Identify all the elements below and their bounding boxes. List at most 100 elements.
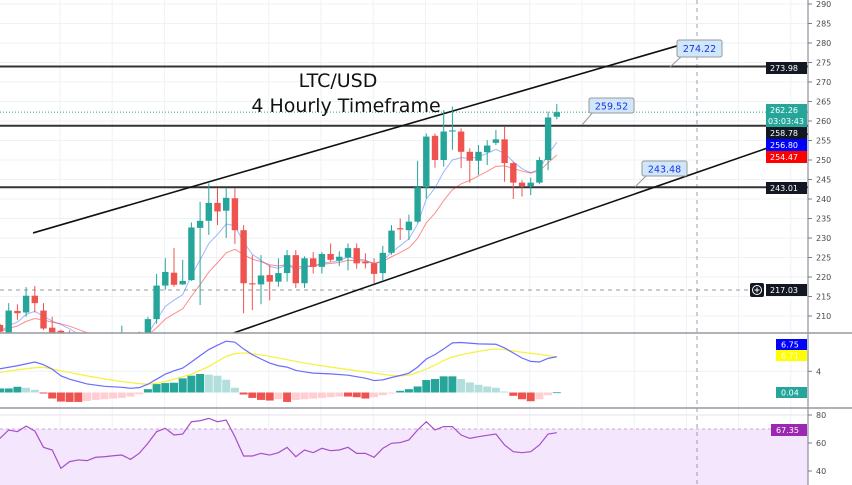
price-tick-label: 260 [816, 117, 831, 126]
macd-histogram-bar [500, 391, 509, 393]
candle-body [5, 310, 12, 333]
candle[interactable] [22, 287, 30, 317]
macd-histogram-bar [552, 392, 561, 394]
candle[interactable] [292, 250, 299, 288]
macd-histogram-bar [370, 392, 379, 398]
candle[interactable] [84, 343, 90, 355]
callout-259[interactable]: 259.52 [581, 97, 635, 126]
macd-histogram-bar [74, 392, 83, 402]
candle[interactable] [257, 255, 265, 305]
candle-body [553, 112, 560, 117]
candle-body [205, 202, 212, 221]
bar-countdown: 03:03:43 [768, 117, 804, 126]
channel-trendline[interactable] [232, 133, 808, 333]
candle[interactable] [336, 251, 343, 267]
candle[interactable] [214, 188, 221, 226]
candle[interactable] [457, 128, 465, 169]
candle[interactable] [370, 258, 378, 284]
candle[interactable] [170, 248, 178, 287]
rsi-pane[interactable] [0, 417, 557, 470]
channel-trendline[interactable] [32, 44, 681, 234]
callout-274[interactable]: 274.22 [669, 39, 723, 68]
macd-histogram-bar [483, 386, 492, 393]
callout-text: 274.22 [683, 44, 716, 55]
candle[interactable] [492, 129, 500, 146]
candle[interactable] [110, 343, 116, 351]
macd-histogram-bar [178, 378, 187, 393]
callout-text: 259.52 [595, 102, 628, 113]
ma-slow-label: 254.47 [766, 151, 807, 163]
candle[interactable] [275, 258, 282, 287]
price-label-258: 258.78 [766, 127, 807, 139]
candle[interactable] [196, 201, 204, 306]
candle[interactable] [162, 258, 169, 290]
candle[interactable] [475, 145, 482, 175]
callout-243[interactable]: 243.48 [634, 160, 688, 188]
macd-histogram-bar [544, 392, 553, 396]
candle[interactable] [518, 180, 526, 197]
candle[interactable] [179, 259, 186, 285]
candle[interactable] [266, 265, 273, 301]
candle-body [57, 330, 65, 333]
candle-body [379, 252, 386, 274]
macd-histogram-bar [509, 392, 518, 396]
macd-histogram-bar [22, 387, 31, 393]
candle[interactable] [231, 188, 239, 244]
candle[interactable] [14, 304, 21, 320]
candle[interactable] [440, 110, 447, 167]
candle[interactable] [144, 316, 152, 340]
candle-body [240, 230, 247, 284]
candle[interactable] [188, 222, 195, 281]
candle[interactable] [449, 106, 456, 150]
candle[interactable] [405, 214, 413, 240]
candle[interactable] [127, 336, 133, 346]
candle[interactable] [318, 252, 326, 274]
candle[interactable] [544, 111, 552, 171]
candle[interactable] [553, 103, 560, 120]
candle[interactable] [31, 285, 38, 313]
candle[interactable] [240, 225, 247, 314]
candle[interactable] [283, 250, 291, 282]
macd-histogram-bar [291, 392, 300, 400]
candle[interactable] [362, 253, 369, 269]
candle[interactable] [397, 218, 404, 240]
candle-body [388, 230, 395, 253]
candle[interactable] [388, 225, 395, 255]
candle[interactable] [510, 161, 517, 199]
candle[interactable] [0, 323, 4, 336]
candle[interactable] [223, 188, 230, 238]
svg-text:258.78: 258.78 [770, 129, 798, 138]
candle[interactable] [501, 126, 508, 182]
candle[interactable] [93, 347, 99, 357]
candle[interactable] [205, 183, 212, 235]
candle[interactable] [327, 243, 334, 262]
candle[interactable] [527, 177, 534, 196]
candle[interactable] [484, 140, 491, 166]
macd-histogram-bar [126, 392, 135, 397]
candle[interactable] [75, 336, 81, 349]
macd-pane[interactable] [0, 340, 561, 402]
candle[interactable] [379, 245, 386, 281]
candle[interactable] [536, 156, 543, 185]
candle-body [536, 160, 543, 183]
candle[interactable] [414, 160, 421, 224]
candle[interactable] [119, 325, 125, 347]
candle[interactable] [153, 273, 160, 324]
candle[interactable] [423, 133, 430, 199]
candle[interactable] [101, 345, 107, 355]
candle[interactable] [40, 303, 47, 331]
candle[interactable] [249, 255, 256, 311]
candle[interactable] [310, 252, 317, 274]
candle[interactable] [344, 243, 352, 271]
candle[interactable] [5, 303, 12, 335]
candle-body [266, 275, 273, 282]
price-tick-label: 275 [816, 59, 831, 68]
candle[interactable] [353, 243, 360, 269]
candle[interactable] [301, 256, 308, 288]
macd-histogram-bar [83, 392, 91, 401]
candle[interactable] [466, 148, 473, 183]
price-axis[interactable] [808, 0, 852, 485]
price-pane[interactable] [0, 44, 808, 357]
candle[interactable] [431, 133, 439, 168]
